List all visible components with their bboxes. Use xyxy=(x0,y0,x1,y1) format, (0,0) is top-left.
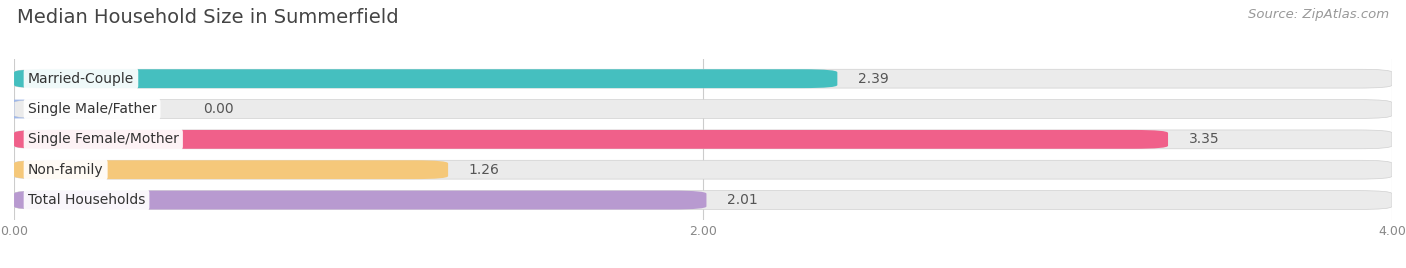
Text: Source: ZipAtlas.com: Source: ZipAtlas.com xyxy=(1249,8,1389,21)
FancyBboxPatch shape xyxy=(14,160,449,179)
Text: Total Households: Total Households xyxy=(28,193,145,207)
Text: Non-family: Non-family xyxy=(28,163,104,177)
FancyBboxPatch shape xyxy=(14,191,1392,210)
FancyBboxPatch shape xyxy=(14,130,1168,149)
Text: 1.26: 1.26 xyxy=(468,163,499,177)
FancyBboxPatch shape xyxy=(14,130,1392,149)
Text: Single Female/Mother: Single Female/Mother xyxy=(28,132,179,146)
FancyBboxPatch shape xyxy=(14,69,838,88)
Text: 2.39: 2.39 xyxy=(858,72,889,86)
FancyBboxPatch shape xyxy=(14,160,1392,179)
Text: Single Male/Father: Single Male/Father xyxy=(28,102,156,116)
Text: Median Household Size in Summerfield: Median Household Size in Summerfield xyxy=(17,8,398,27)
Text: 3.35: 3.35 xyxy=(1188,132,1219,146)
FancyBboxPatch shape xyxy=(14,191,706,210)
FancyBboxPatch shape xyxy=(14,100,1392,118)
FancyBboxPatch shape xyxy=(14,69,1392,88)
FancyBboxPatch shape xyxy=(0,100,48,118)
Text: 0.00: 0.00 xyxy=(204,102,235,116)
Text: 2.01: 2.01 xyxy=(727,193,758,207)
Text: Married-Couple: Married-Couple xyxy=(28,72,134,86)
